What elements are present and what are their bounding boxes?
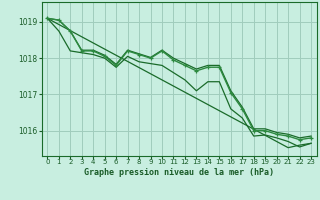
X-axis label: Graphe pression niveau de la mer (hPa): Graphe pression niveau de la mer (hPa) [84,168,274,177]
